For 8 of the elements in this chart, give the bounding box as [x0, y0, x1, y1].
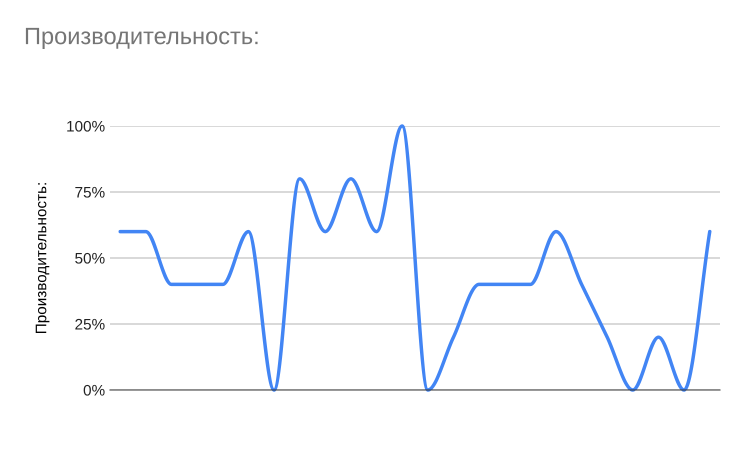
y-tick-label: 50% — [75, 252, 105, 264]
y-tick-label: 0% — [84, 384, 105, 396]
y-tick-label: 25% — [75, 318, 105, 330]
chart-title: Производительность: — [26, 28, 258, 50]
line-series — [118, 124, 712, 392]
y-tick-label: 75% — [75, 186, 105, 198]
y-axis-title: Производительность: — [36, 183, 50, 334]
y-tick-label: 100% — [67, 120, 105, 132]
